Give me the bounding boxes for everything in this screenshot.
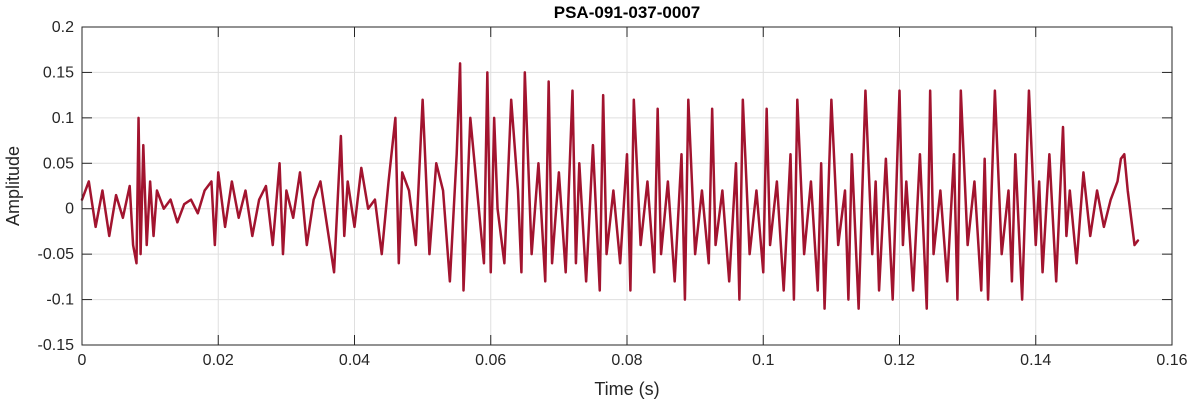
x-tick-label: 0.08 xyxy=(611,352,642,369)
y-tick-label: 0.15 xyxy=(43,64,74,81)
y-tick-label: -0.15 xyxy=(38,337,75,354)
x-axis-label: Time (s) xyxy=(594,379,659,399)
x-tick-label: 0.06 xyxy=(475,352,506,369)
x-tick-label: 0.1 xyxy=(752,352,774,369)
x-tick-label: 0 xyxy=(78,352,87,369)
y-tick-label: 0.05 xyxy=(43,155,74,172)
y-tick-label: 0 xyxy=(65,201,74,218)
series-group xyxy=(80,62,1140,310)
y-tick-label: -0.05 xyxy=(38,246,75,263)
y-tick-label: 0.1 xyxy=(52,110,74,127)
y-tick-label: 0.2 xyxy=(52,19,74,36)
y-tick-label: -0.1 xyxy=(46,292,74,309)
x-tick-label: 0.16 xyxy=(1156,352,1187,369)
x-tick-label: 0.02 xyxy=(203,352,234,369)
x-tick-label: 0.04 xyxy=(339,352,370,369)
chart-title: PSA-091-037-0007 xyxy=(554,3,700,22)
x-tick-label: 0.14 xyxy=(1020,352,1051,369)
tick-marks xyxy=(81,26,1173,346)
y-axis-label: Amplitude xyxy=(3,146,23,226)
y-tick-labels: -0.15 -0.1 -0.05 0 0.05 0.1 0.15 0.2 xyxy=(38,19,75,354)
series-line xyxy=(80,62,1140,310)
x-tick-label: 0.12 xyxy=(884,352,915,369)
x-tick-labels: 0 0.02 0.04 0.06 0.08 0.1 0.12 0.14 0.16 xyxy=(78,352,1188,369)
